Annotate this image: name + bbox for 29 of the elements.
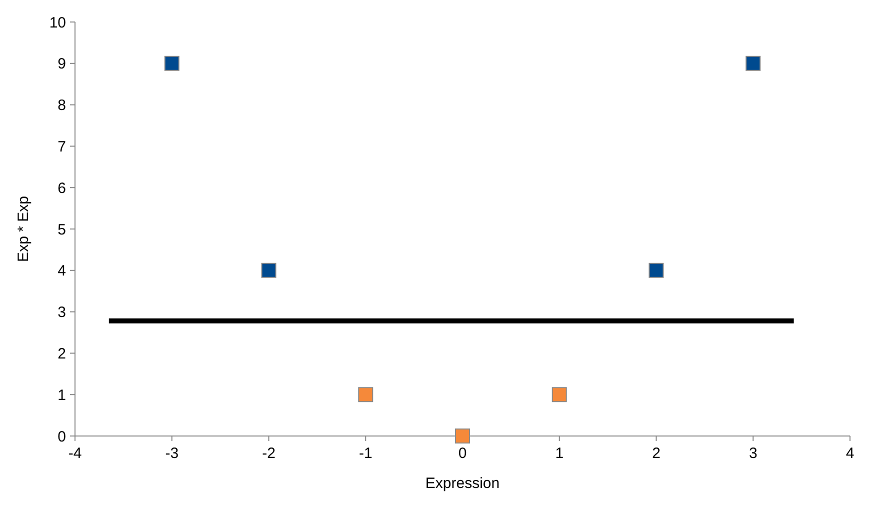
y-tick-label: 4: [58, 262, 66, 280]
x-tick-label: -3: [165, 445, 179, 462]
y-tick-label: 10: [49, 14, 66, 32]
x-tick-label: 2: [652, 445, 660, 462]
y-axis-title: Exp * Exp: [15, 196, 32, 262]
point: [552, 387, 567, 402]
point: [358, 387, 374, 402]
y-tick-label: 1: [58, 386, 66, 404]
x-tick-label: -4: [68, 445, 82, 462]
y-tick-label: 9: [58, 56, 66, 73]
x-tick-label: -2: [262, 445, 276, 462]
point: [261, 262, 276, 278]
point: [746, 56, 761, 71]
x-tick-label: -1: [358, 445, 372, 462]
y-tick-label: 0: [58, 428, 66, 446]
x-tick-label: 3: [748, 445, 758, 462]
x-tick-label: 1: [555, 445, 564, 462]
y-tick-label: 6: [58, 180, 66, 197]
x-tick-label: 4: [846, 445, 854, 462]
y-tick-label: 5: [58, 221, 66, 238]
point: [164, 56, 180, 71]
y-tick-label: 7: [58, 138, 66, 156]
x-tick-label: 0: [458, 445, 467, 462]
y-tick-label: 2: [58, 345, 66, 362]
point: [648, 262, 664, 278]
y-tick-label: 8: [58, 97, 66, 114]
point: [455, 428, 470, 444]
y-tick-label: 3: [58, 304, 66, 322]
x-axis-title: Expression: [425, 475, 500, 492]
